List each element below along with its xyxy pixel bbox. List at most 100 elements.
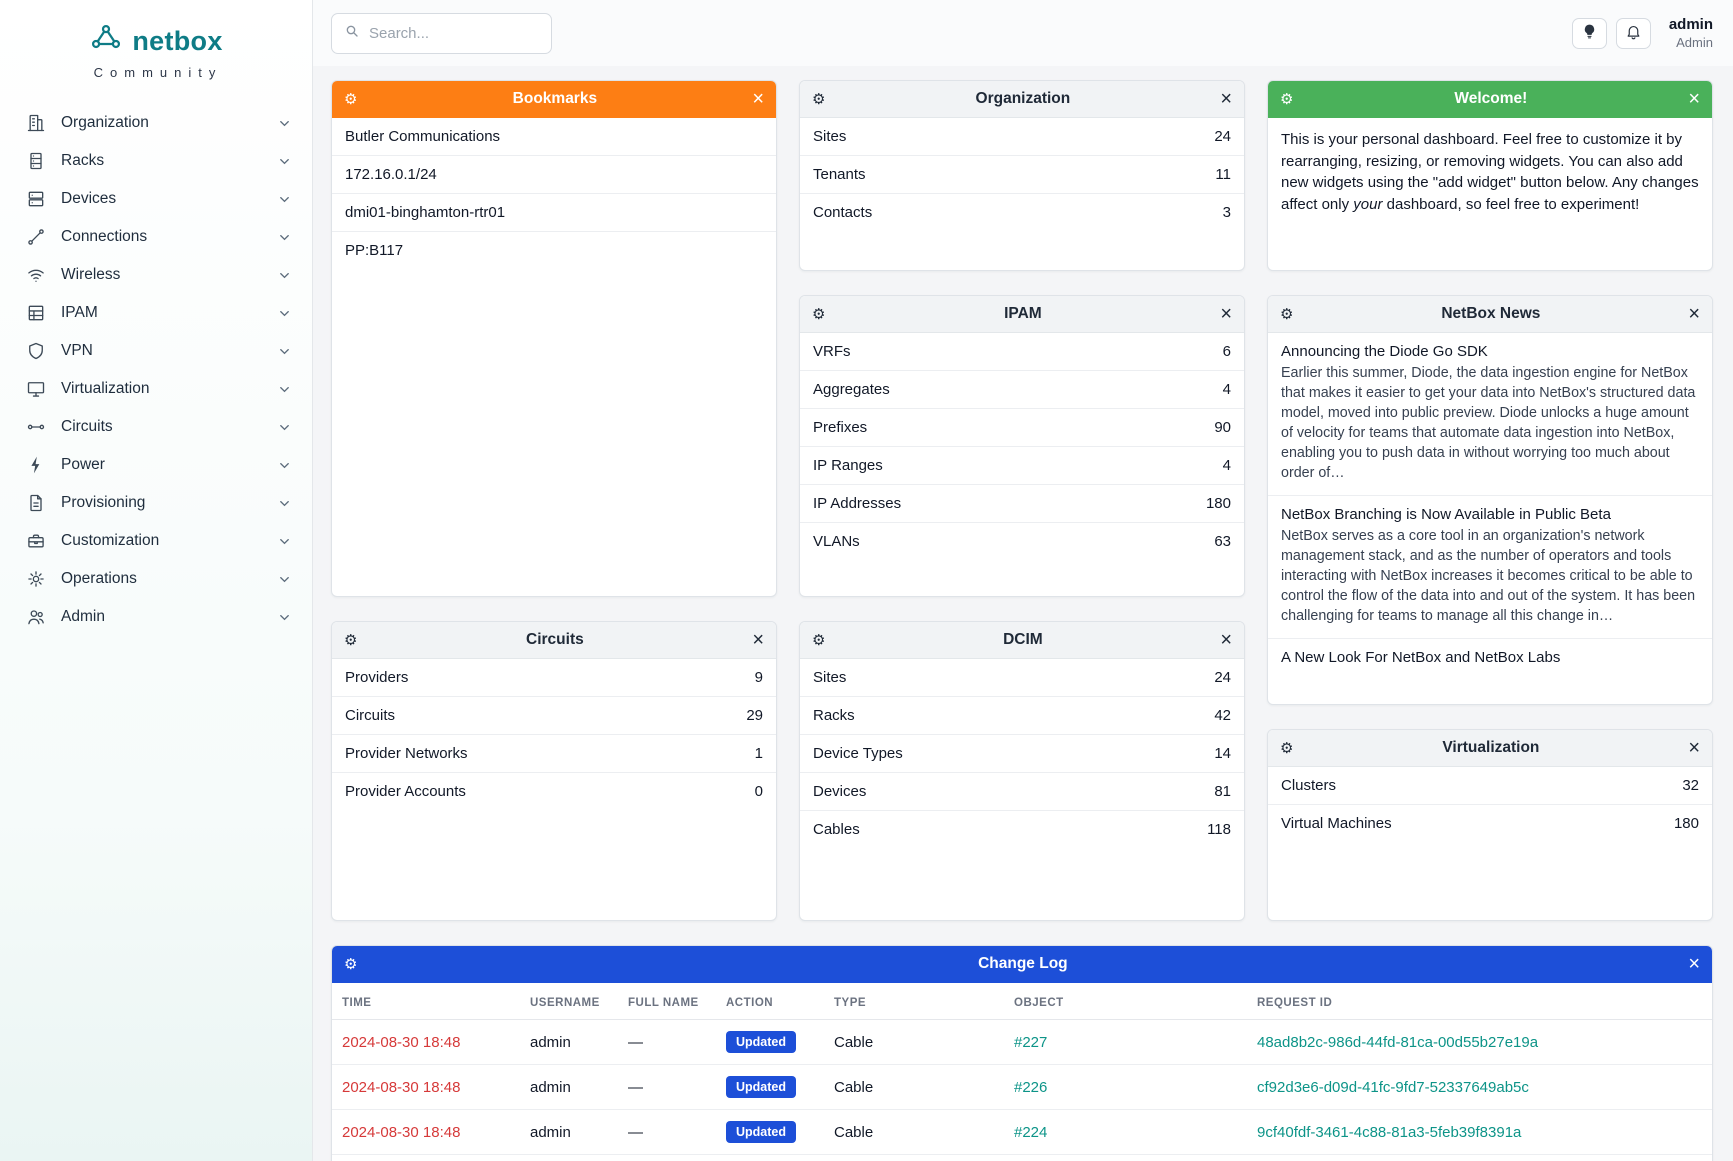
- welcome-widget: ⚙ Welcome! × This is your personal dashb…: [1267, 80, 1713, 271]
- sidebar-item-wireless[interactable]: Wireless: [0, 256, 312, 294]
- change-time-link[interactable]: 2024-08-30 18:48: [342, 1033, 461, 1051]
- stat-link[interactable]: Sites: [813, 128, 847, 145]
- change-type: Cable: [824, 1064, 1004, 1110]
- sidebar-item-power[interactable]: Power: [0, 446, 312, 484]
- sidebar-item-racks[interactable]: Racks: [0, 142, 312, 180]
- stat-link[interactable]: Sites: [813, 669, 847, 686]
- sidebar-item-vpn[interactable]: VPN: [0, 332, 312, 370]
- bookmark-link[interactable]: 172.16.0.1/24: [345, 166, 437, 183]
- stat-link[interactable]: IP Addresses: [813, 495, 902, 512]
- news-title-link[interactable]: Announcing the Diode Go SDK: [1281, 343, 1488, 360]
- sidebar-item-operations[interactable]: Operations: [0, 560, 312, 598]
- topbar: admin Admin: [313, 0, 1733, 66]
- stat-link[interactable]: Clusters: [1281, 777, 1337, 794]
- stat-link[interactable]: VLANs: [813, 533, 860, 550]
- stat-link[interactable]: Prefixes: [813, 419, 868, 436]
- brand[interactable]: netbox: [0, 16, 312, 61]
- close-icon[interactable]: ×: [1220, 629, 1232, 651]
- change-type: Cable: [824, 1154, 1004, 1161]
- stat-link[interactable]: Cables: [813, 821, 860, 838]
- news-title-link[interactable]: NetBox Branching is Now Available in Pub…: [1281, 506, 1611, 524]
- close-icon[interactable]: ×: [1688, 303, 1700, 325]
- table-row: 2024-08-30 18:48 admin — Updated Cable #…: [332, 1109, 1712, 1155]
- sidebar-item-admin[interactable]: Admin: [0, 598, 312, 636]
- sidebar-item-connections[interactable]: Connections: [0, 218, 312, 256]
- widget-config-icon[interactable]: ⚙: [812, 630, 826, 649]
- chevron-down-icon: [277, 458, 292, 473]
- stat-link[interactable]: Devices: [813, 783, 867, 800]
- stat-link[interactable]: Tenants: [813, 166, 866, 183]
- stat-value: 63: [1214, 533, 1231, 550]
- theme-toggle-button[interactable]: [1571, 17, 1607, 49]
- stat-row: Provider Accounts 0: [332, 773, 776, 810]
- stat-value: 3: [1222, 204, 1231, 221]
- change-object-link[interactable]: #227: [1014, 1033, 1048, 1051]
- close-icon[interactable]: ×: [1220, 88, 1232, 110]
- close-icon[interactable]: ×: [1688, 737, 1700, 759]
- widget-config-icon[interactable]: ⚙: [1280, 89, 1294, 108]
- bookmark-link[interactable]: PP:B117: [345, 242, 404, 259]
- stat-link[interactable]: Provider Accounts: [345, 783, 466, 800]
- server-icon: [26, 189, 46, 209]
- action-badge: Updated: [726, 1031, 796, 1053]
- bookmark-link[interactable]: Butler Communications: [345, 128, 501, 145]
- widget-title: NetBox News: [1441, 305, 1541, 322]
- stat-value: 29: [746, 707, 763, 724]
- stat-link[interactable]: Racks: [813, 707, 855, 724]
- stat-link[interactable]: Virtual Machines: [1281, 815, 1392, 832]
- sidebar-item-organization[interactable]: Organization: [0, 104, 312, 142]
- close-icon[interactable]: ×: [1688, 88, 1700, 110]
- change-object-link[interactable]: #224: [1014, 1123, 1048, 1141]
- change-object-link[interactable]: #226: [1014, 1078, 1048, 1096]
- bookmark-row: Butler Communications: [332, 118, 776, 156]
- stat-value: 6: [1222, 343, 1231, 360]
- sidebar-item-virtualization[interactable]: Virtualization: [0, 370, 312, 408]
- notifications-button[interactable]: [1615, 17, 1651, 49]
- bookmark-link[interactable]: dmi01-binghamton-rtr01: [345, 204, 506, 221]
- stat-link[interactable]: Circuits: [345, 707, 396, 724]
- sidebar-item-ipam[interactable]: IPAM: [0, 294, 312, 332]
- close-icon[interactable]: ×: [752, 88, 764, 110]
- widget-config-icon[interactable]: ⚙: [344, 954, 358, 973]
- sidebar-item-devices[interactable]: Devices: [0, 180, 312, 218]
- change-log-widget: ⚙ Change Log × TIME USERNAME FULL NAME A…: [331, 945, 1713, 1161]
- stat-link[interactable]: Contacts: [813, 204, 873, 221]
- widget-config-icon[interactable]: ⚙: [812, 304, 826, 323]
- circuits-widget: ⚙ Circuits × Providers 9 Circuits 29 Provi…: [331, 621, 777, 921]
- stat-link[interactable]: Providers: [345, 669, 409, 686]
- change-time-link[interactable]: 2024-08-30 18:48: [342, 1123, 461, 1141]
- close-icon[interactable]: ×: [1220, 303, 1232, 325]
- widget-config-icon[interactable]: ⚙: [1280, 304, 1294, 323]
- news-title-link[interactable]: A New Look For NetBox and NetBox Labs: [1281, 649, 1561, 667]
- request-id-link[interactable]: cf92d3e6-d09d-41fc-9fd7-52337649ab5c: [1257, 1078, 1529, 1096]
- close-icon[interactable]: ×: [1688, 953, 1700, 975]
- sidebar-item-provisioning[interactable]: Provisioning: [0, 484, 312, 522]
- table-row: 2024-08-30 18:48 admin — Updated Cable #…: [332, 1064, 1712, 1110]
- widget-config-icon[interactable]: ⚙: [344, 89, 358, 108]
- change-time-link[interactable]: 2024-08-30 18:48: [342, 1078, 461, 1096]
- welcome-widget-header: ⚙ Welcome! ×: [1268, 81, 1712, 118]
- search-icon: [344, 23, 360, 44]
- sidebar-item-circuits[interactable]: Circuits: [0, 408, 312, 446]
- widget-config-icon[interactable]: ⚙: [1280, 738, 1294, 757]
- sidebar-item-customization[interactable]: Customization: [0, 522, 312, 560]
- stat-link[interactable]: VRFs: [813, 343, 851, 360]
- stat-row: Sites 24: [800, 659, 1244, 697]
- widget-config-icon[interactable]: ⚙: [812, 89, 826, 108]
- close-icon[interactable]: ×: [752, 629, 764, 651]
- search-input[interactable]: [369, 24, 568, 42]
- stat-link[interactable]: Aggregates: [813, 381, 890, 398]
- chevron-down-icon: [277, 116, 292, 131]
- chevron-down-icon: [277, 268, 292, 283]
- news-body: NetBox serves as a core tool in an organ…: [1281, 528, 1696, 625]
- user-menu[interactable]: admin Admin: [1669, 16, 1713, 50]
- stat-link[interactable]: Device Types: [813, 745, 903, 762]
- widget-config-icon[interactable]: ⚙: [344, 630, 358, 649]
- stat-link[interactable]: IP Ranges: [813, 457, 883, 474]
- request-id-link[interactable]: 9cf40fdf-3461-4c88-81a3-5feb39f8391a: [1257, 1123, 1522, 1141]
- change-username: admin: [520, 1064, 618, 1110]
- sidebar-nav: Organization Racks Devices: [0, 104, 312, 636]
- stat-link[interactable]: Provider Networks: [345, 745, 468, 762]
- request-id-link[interactable]: 48ad8b2c-986d-44fd-81ca-00d55b27e19a: [1257, 1033, 1539, 1051]
